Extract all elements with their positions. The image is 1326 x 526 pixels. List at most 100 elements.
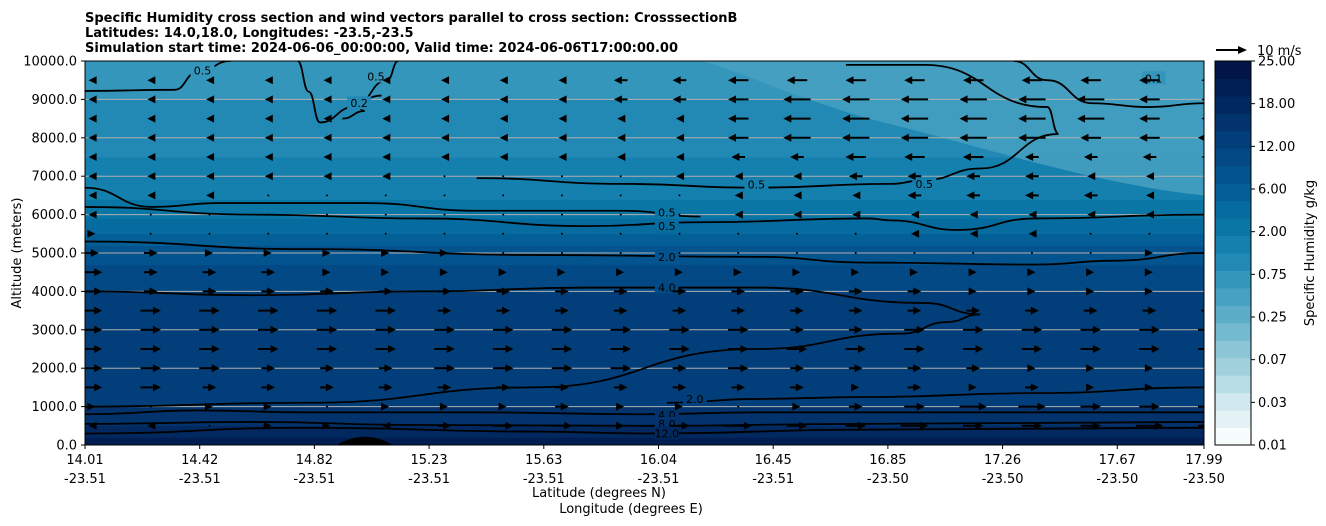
wind-vector-head: [975, 345, 984, 353]
wind-vector-head: [1087, 210, 1096, 219]
wind-vector-head: [323, 153, 332, 161]
colorbar-segment: [1215, 61, 1251, 79]
wind-vector: [443, 232, 446, 235]
humidity-band: [85, 271, 1204, 277]
wind-vector-head: [1030, 383, 1039, 392]
wind-vector-head: [94, 364, 103, 373]
humidity-band: [85, 363, 1204, 369]
colorbar-segment: [1215, 287, 1251, 306]
colorbar-tick-label: 12.00: [1258, 140, 1295, 155]
wind-vector-head: [87, 229, 96, 238]
wind-vector-head: [441, 133, 450, 142]
wind-vector-head: [900, 114, 909, 123]
wind-vector: [325, 405, 328, 408]
humidity-band: [85, 248, 1204, 254]
contour-label-bg: [347, 96, 372, 110]
colorbar-tick-label: 0.07: [1258, 353, 1287, 368]
wind-vector: [502, 175, 505, 178]
wind-vector: [737, 405, 740, 408]
wind-vector-head: [387, 306, 396, 315]
wind-vector-head: [88, 191, 97, 200]
wind-vector: [502, 252, 505, 254]
x-tick-label-lat: 14.42: [181, 453, 218, 468]
wind-vector-head: [1034, 325, 1043, 334]
wind-vector-head: [206, 114, 215, 123]
wind-vector: [325, 232, 328, 235]
contour-label: 0.5: [367, 70, 385, 83]
wind-vector-head: [672, 95, 681, 104]
wind-vector-head: [147, 191, 156, 200]
wind-vector-head: [149, 268, 158, 277]
wind-vector-head: [325, 383, 334, 392]
humidity-band: [85, 79, 1204, 85]
wind-vector-head: [94, 345, 103, 353]
wind-vector-head: [676, 114, 685, 123]
humidity-band: [85, 61, 1204, 66]
wind-vector-head: [505, 421, 514, 430]
wind-vector-head: [676, 133, 685, 142]
wind-vector-head: [740, 325, 749, 334]
humidity-band: [85, 64, 1204, 70]
wind-vector-head: [1207, 307, 1215, 315]
humidity-band: [85, 191, 1204, 196]
wind-vector-head: [211, 345, 220, 353]
wind-vector-head: [387, 345, 396, 353]
humidity-band: [85, 102, 1204, 108]
wind-vector-head: [208, 268, 217, 277]
y-tick-label: 4000.0: [32, 285, 78, 300]
y-tick-label: 5000.0: [32, 247, 78, 262]
wind-vector-head: [1034, 421, 1043, 430]
wind-vector: [1089, 232, 1092, 235]
wind-vector: [795, 252, 798, 254]
x-tick-label-lon: -23.51: [523, 472, 565, 487]
wind-vector-head: [560, 402, 569, 411]
wind-vector: [443, 213, 446, 216]
humidity-band: [85, 121, 1204, 127]
humidity-band: [85, 440, 1204, 445]
wind-vector-head: [558, 153, 567, 161]
wind-vector-head: [678, 287, 687, 296]
colorbar-tick-label: 0.01: [1258, 439, 1287, 454]
colorbar-tick-label: 18.00: [1258, 97, 1295, 112]
colorbar-frame: [1214, 60, 1252, 446]
wind-vector-head: [439, 402, 448, 411]
wind-vector-head: [913, 364, 922, 373]
contour-label-bg: [682, 391, 707, 405]
contour-label-bg: [190, 63, 215, 77]
wind-vector-head: [1080, 133, 1089, 142]
wind-vector-head: [968, 383, 977, 392]
wind-vector-head: [267, 364, 276, 373]
humidity-band: [85, 171, 1204, 177]
wind-vector-head: [617, 153, 626, 161]
wind-vector-head: [322, 268, 331, 277]
wind-vector-head: [439, 249, 448, 257]
wind-vector-head: [978, 402, 987, 411]
wind-vector-head: [1203, 268, 1204, 277]
wind-vector-head: [147, 133, 156, 142]
wind-vector-head: [1201, 98, 1204, 101]
wind-vector-head: [505, 345, 514, 353]
wind-vector-head: [1027, 287, 1036, 296]
wind-vector-head: [734, 191, 743, 200]
contour-label: 12.0: [655, 427, 680, 440]
humidity-band: [85, 168, 1204, 173]
wind-vector-head: [622, 345, 631, 353]
wind-vector-head: [94, 383, 103, 392]
wind-vector: [384, 194, 387, 197]
x-tick-label-lon: -23.51: [293, 472, 335, 487]
contour-label: 0.5: [748, 179, 766, 192]
humidity-band: [85, 352, 1204, 358]
wind-vector-head: [1092, 402, 1101, 411]
humidity-band: [85, 183, 1204, 189]
wind-vector-head: [502, 306, 511, 315]
wind-vector: [619, 252, 622, 254]
wind-vector-head: [498, 268, 507, 277]
wind-vector: [502, 194, 505, 197]
contour-label-bg: [654, 249, 679, 263]
wind-vector-head: [678, 383, 687, 392]
wind-vector: [619, 232, 622, 235]
x-tick-label-lon: -23.50: [982, 472, 1024, 487]
humidity-fill: [85, 61, 1204, 445]
wind-vector-head: [969, 229, 978, 238]
wind-vector-head: [734, 210, 743, 219]
